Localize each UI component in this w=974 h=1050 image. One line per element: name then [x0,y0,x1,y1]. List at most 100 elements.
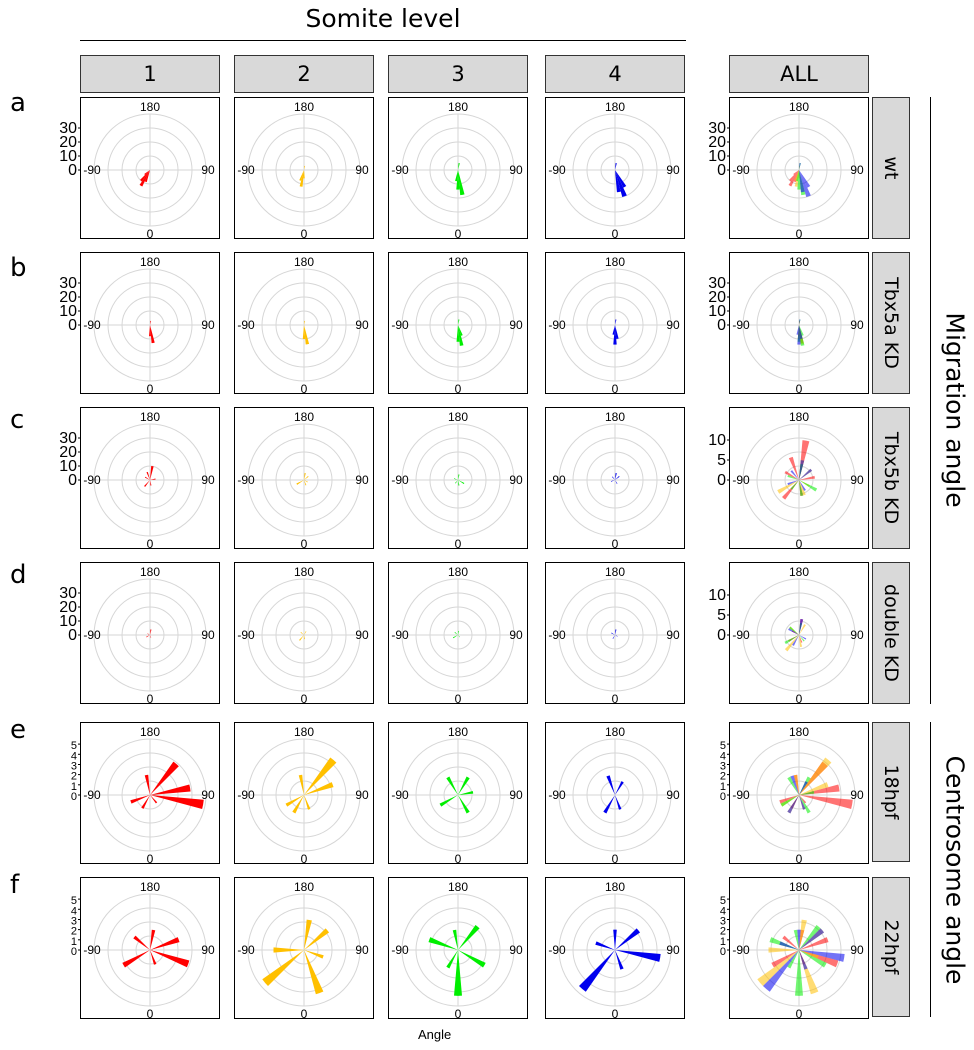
bar-4 [615,781,624,795]
bar-1 [782,935,799,950]
radial-tick-label: 10 [708,432,726,449]
bar-4 [615,170,627,188]
angle-tick-label: 180 [789,725,809,739]
angle-tick-label: -90 [391,318,409,332]
bar-4 [799,170,811,188]
angle-tick-label: 90 [509,943,523,957]
bar-4 [615,163,617,170]
angle-tick-label: 90 [201,628,215,642]
angle-tick-label: 90 [355,163,369,177]
angle-tick-label: 180 [294,880,314,894]
angle-tick-label: -90 [548,473,566,487]
angle-tick-label: 0 [455,382,462,396]
row-strip-18hpf: 18hpf [872,722,910,862]
bar-3 [453,478,458,480]
radial-axis: 10 5 0 [708,432,730,489]
bar-2 [304,480,307,486]
angle-tick-label: 90 [201,163,215,177]
bar-3 [799,791,815,795]
polar-panel-tbx5a-kd-2: 180 0 -90 90 [234,252,374,396]
bar-2 [304,950,324,959]
angle-tick-label: 0 [147,852,154,866]
angle-tick-label: 180 [140,100,160,114]
bar-1 [149,325,151,337]
radial-tick-label: 2 [720,926,726,938]
bar-4 [615,170,621,193]
angle-tick-label: 90 [666,628,680,642]
angle-tick-label: 180 [294,100,314,114]
polar-panel-double-kd-3: 180 0 -90 90 [388,562,528,706]
polar-panel-22hpf-2: 180 0 -90 90 [234,877,374,1021]
angle-tick-label: 180 [140,255,160,269]
angle-tick-label: 0 [147,692,154,706]
bar-2 [296,480,304,485]
bar-1 [150,761,179,795]
radial-tick-label: 4 [71,750,77,762]
radial-tick-label: 5 [71,895,77,907]
bar-4 [615,795,622,810]
angle-tick-label: 0 [455,537,462,551]
bar-1 [799,795,807,804]
bar-4 [799,325,803,339]
angle-tick-label: 180 [448,255,468,269]
bar-4 [797,325,801,345]
angle-tick-label: -90 [548,788,566,802]
bar-1 [141,795,150,809]
bar-3 [458,630,460,635]
bar-2 [777,480,799,494]
radial-tick-label: 3 [720,916,726,928]
bar-1 [150,784,191,795]
bar-4 [615,325,619,339]
radial-tick-label: 20 [59,289,77,306]
bar-1 [150,635,152,638]
bar-2 [793,774,799,795]
bar-4 [779,941,799,950]
radial-tick-label: 5 [717,452,726,469]
angle-tick-label: -90 [548,628,566,642]
angle-tick-label: 0 [455,692,462,706]
bar-2 [799,919,807,950]
angle-tick-label: -90 [237,788,255,802]
angle-tick-label: 90 [355,943,369,957]
bar-4 [612,325,615,335]
radial-tick-label: 0 [717,472,726,489]
bar-4 [579,950,615,992]
centrosome-group-rule [930,722,931,1017]
angle-tick-label: 0 [301,692,308,706]
bar-1 [799,795,853,809]
radial-tick-label: 1 [720,781,726,793]
bar-1 [771,950,799,968]
radial-tick-label: 1 [71,936,77,948]
angle-tick-label: 180 [140,725,160,739]
angle-tick-label: 90 [509,628,523,642]
bar-3 [454,950,462,996]
bar-1 [150,795,204,809]
bar-4 [615,480,618,484]
bar-1 [139,170,150,187]
bar-2 [799,950,819,959]
angle-tick-label: 0 [301,382,308,396]
bar-4 [613,325,617,345]
radial-tick-label: 0 [68,317,77,334]
bar-3 [793,929,799,950]
bar-1 [144,774,150,795]
row-letter-f: f [10,870,20,900]
bar-1 [144,170,150,175]
angle-tick-label: -90 [391,788,409,802]
angle-tick-label: 90 [850,163,864,177]
angle-tick-label: -90 [732,628,750,642]
radial-tick-label: 10 [708,587,726,604]
angle-tick-label: 0 [301,1007,308,1021]
bar-3 [789,626,799,635]
bar-1 [779,795,799,804]
radial-tick-label: 30 [708,120,726,137]
angle-tick-label: -90 [83,163,101,177]
radial-tick-label: 5 [720,895,726,907]
angle-tick-label: -90 [548,943,566,957]
angle-tick-label: 0 [301,537,308,551]
bar-3 [784,635,799,645]
